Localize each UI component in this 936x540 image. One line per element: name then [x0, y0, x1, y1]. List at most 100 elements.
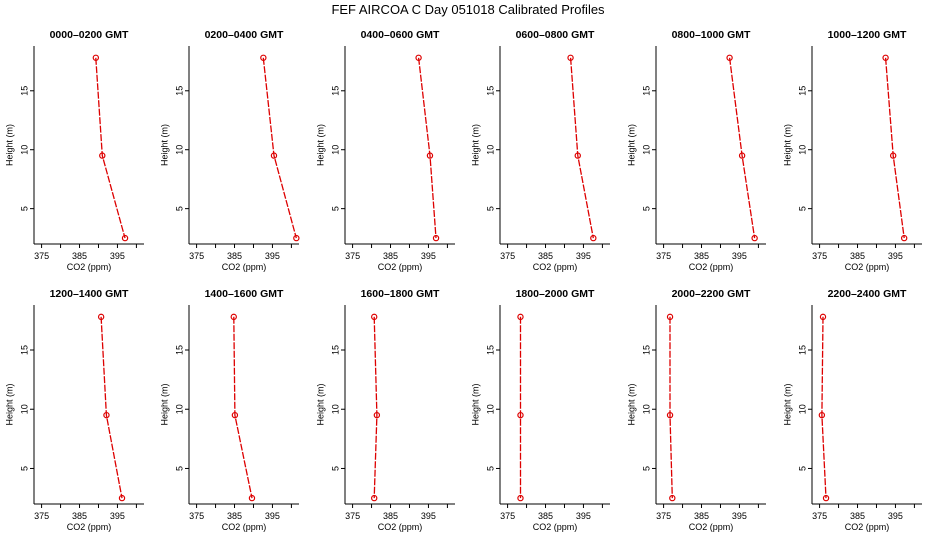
x-tick-label: 395 — [110, 251, 125, 261]
series-line — [262, 57, 297, 239]
y-tick-label: 5 — [174, 206, 184, 211]
y-tick-label: 5 — [19, 466, 29, 471]
x-axis-label: CO2 (ppm) — [533, 522, 578, 532]
x-axis-label: CO2 (ppm) — [67, 262, 112, 272]
data-point-2 — [270, 152, 278, 159]
x-tick-label: 385 — [694, 511, 709, 521]
y-tick-label: 5 — [330, 206, 340, 211]
series-line — [728, 57, 756, 239]
data-point-3 — [900, 234, 908, 242]
x-axis-label: CO2 (ppm) — [67, 522, 112, 532]
x-tick-label: 375 — [189, 511, 204, 521]
data-point-2 — [574, 152, 581, 159]
series-line — [233, 316, 253, 499]
data-point-1 — [260, 54, 267, 61]
chart-panel-6: 1000–1200 GMT 375 385 395 5 10 15 CO2 (ppm) Heig… — [782, 29, 922, 272]
x-tick-label: 375 — [812, 251, 827, 261]
y-axis-label: Height (m) — [4, 383, 14, 425]
chart-panel-11: 2000–2200 GMT 375 385 395 5 10 15 CO2 (ppm) Heig… — [626, 288, 766, 532]
data-point-2 — [818, 411, 826, 419]
x-tick-label: 375 — [656, 251, 671, 261]
chart-panel-2: 0200–0400 GMT 375 385 395 5 10 15 CO2 (ppm) Heig… — [159, 29, 300, 272]
x-tick-label: 385 — [383, 511, 398, 521]
y-tick-label: 5 — [174, 466, 184, 471]
data-point-1 — [97, 313, 105, 321]
x-tick-label: 385 — [72, 251, 87, 261]
chart-panel-1: 0000–0200 GMT 375 385 395 5 10 15 CO2 (ppm) Heig… — [4, 29, 144, 272]
y-tick-label: 10 — [641, 145, 651, 155]
data-point-1 — [230, 313, 237, 321]
y-tick-label: 10 — [485, 145, 495, 155]
series-line — [100, 316, 123, 499]
x-tick-label: 375 — [345, 511, 360, 521]
data-point-2 — [99, 152, 106, 159]
data-point-1 — [882, 54, 889, 61]
x-tick-label: 375 — [656, 511, 671, 521]
x-tick-label: 395 — [265, 511, 280, 521]
x-axis-label: CO2 (ppm) — [689, 522, 734, 532]
x-tick-label: 395 — [421, 251, 436, 261]
x-tick-label: 395 — [888, 511, 903, 521]
data-point-3 — [822, 494, 830, 502]
panel-title: 0000–0200 GMT — [50, 29, 129, 41]
x-tick-label: 395 — [888, 251, 903, 261]
series-line — [821, 316, 827, 499]
data-point-3 — [669, 494, 676, 502]
series-line — [569, 57, 594, 239]
panel-title: 2000–2200 GMT — [672, 288, 751, 300]
panel-title: 0600–0800 GMT — [516, 29, 595, 41]
x-tick-label: 395 — [576, 511, 591, 521]
data-point-3 — [517, 494, 524, 502]
y-tick-label: 15 — [330, 345, 340, 355]
y-tick-label: 10 — [174, 145, 184, 155]
chart-panel-10: 1800–2000 GMT 375 385 395 5 10 15 CO2 (ppm) Heig… — [470, 288, 610, 532]
y-tick-label: 5 — [641, 466, 651, 471]
data-point-2 — [426, 152, 434, 159]
x-axis-label: CO2 (ppm) — [689, 262, 734, 272]
data-point-1 — [819, 313, 827, 321]
x-axis-label: CO2 (ppm) — [845, 262, 890, 272]
panel-title: 1800–2000 GMT — [516, 288, 595, 300]
data-point-1 — [726, 54, 733, 61]
y-tick-label: 5 — [19, 206, 29, 211]
x-tick-label: 385 — [694, 251, 709, 261]
chart-panel-4: 0600–0800 GMT 375 385 395 5 10 15 CO2 (ppm) Heig… — [470, 29, 610, 272]
y-axis-label: Height (m) — [782, 124, 792, 166]
y-axis-label: Height (m) — [626, 383, 636, 425]
data-point-2 — [738, 152, 746, 159]
y-tick-label: 15 — [797, 86, 807, 96]
y-tick-label: 15 — [19, 86, 29, 96]
data-point-3 — [590, 234, 597, 242]
x-tick-label: 395 — [265, 251, 280, 261]
y-tick-label: 5 — [641, 206, 651, 211]
data-point-1 — [415, 54, 422, 61]
series-line — [669, 316, 673, 499]
chart-panel-3: 0400–0600 GMT 375 385 395 5 10 15 CO2 (ppm) Heig… — [315, 29, 455, 272]
x-tick-label: 375 — [34, 511, 49, 521]
data-point-1 — [371, 313, 378, 321]
data-point-2 — [103, 411, 110, 419]
y-tick-label: 10 — [797, 145, 807, 155]
x-tick-label: 385 — [850, 511, 865, 521]
x-axis-label: CO2 (ppm) — [222, 262, 267, 272]
x-tick-label: 375 — [500, 251, 515, 261]
y-tick-label: 10 — [485, 404, 495, 414]
y-tick-label: 15 — [797, 345, 807, 355]
x-tick-label: 385 — [227, 251, 242, 261]
y-tick-label: 15 — [174, 86, 184, 96]
y-axis-label: Height (m) — [470, 124, 480, 166]
panel-title: 2200–2400 GMT — [828, 288, 907, 300]
y-axis-label: Height (m) — [315, 383, 325, 425]
data-point-3 — [432, 234, 440, 242]
y-tick-label: 10 — [797, 404, 807, 414]
y-tick-label: 15 — [330, 86, 340, 96]
x-tick-label: 395 — [421, 511, 436, 521]
x-tick-label: 385 — [850, 251, 865, 261]
y-tick-label: 10 — [330, 145, 340, 155]
panel-title: 0800–1000 GMT — [672, 29, 751, 41]
x-tick-label: 385 — [538, 251, 553, 261]
panel-title: 1600–1800 GMT — [361, 288, 440, 300]
data-point-3 — [293, 234, 300, 242]
chart-panel-5: 0800–1000 GMT 375 385 395 5 10 15 CO2 (ppm) Heig… — [626, 29, 766, 272]
x-tick-label: 395 — [732, 511, 747, 521]
